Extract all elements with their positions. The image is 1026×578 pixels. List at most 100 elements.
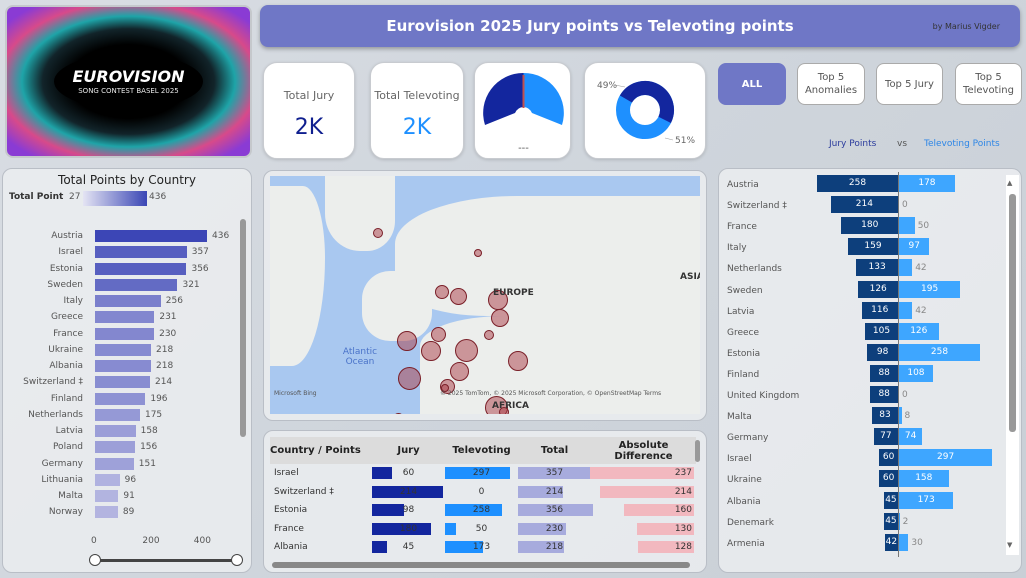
map-bubble[interactable]: [397, 366, 421, 390]
cell-value: 180: [399, 523, 418, 534]
jury-bar[interactable]: 77: [873, 428, 898, 446]
jury-bar[interactable]: 42: [884, 533, 898, 551]
map-bubble[interactable]: [435, 285, 449, 299]
map-bubble[interactable]: [397, 331, 417, 351]
cell-jury: 98: [372, 501, 445, 520]
bar-value: 156: [140, 442, 158, 453]
vertical-scrollbar[interactable]: [240, 219, 246, 437]
televoting-bar[interactable]: 178: [899, 175, 955, 192]
map-bubble[interactable]: [441, 384, 449, 392]
kpi-label: Total Televoting: [374, 89, 460, 102]
bar-italy[interactable]: [95, 295, 161, 307]
map-bubble[interactable]: [484, 330, 494, 340]
televoting-bar[interactable]: [899, 259, 913, 277]
column-header[interactable]: Jury: [372, 437, 445, 464]
range-slider-track[interactable]: [95, 559, 237, 562]
filter-button-top-5-jury[interactable]: Top 5 Jury: [876, 63, 943, 105]
table-row[interactable]: Israel 60 297 357 237: [270, 464, 696, 483]
category-label: Sweden: [727, 285, 763, 296]
range-slider-min-handle[interactable]: [89, 554, 101, 566]
column-header[interactable]: Televoting: [445, 437, 518, 464]
televoting-bar[interactable]: 195: [899, 280, 961, 298]
horizontal-scrollbar[interactable]: [272, 562, 690, 568]
televoting-bar[interactable]: [899, 301, 913, 319]
map-bubble[interactable]: [449, 287, 467, 305]
map-bubble[interactable]: [454, 338, 478, 362]
televoting-bar[interactable]: 173: [899, 491, 954, 509]
map-bubble[interactable]: [499, 407, 509, 414]
jury-bar[interactable]: 88: [870, 364, 898, 382]
jury-bar[interactable]: 159: [848, 238, 898, 256]
jury-bar[interactable]: 83: [871, 407, 898, 425]
bar-germany[interactable]: [95, 457, 134, 470]
table-row[interactable]: Estonia 98 258 356 160: [270, 501, 696, 520]
jury-bar[interactable]: 180: [841, 217, 898, 235]
bar-austria[interactable]: [95, 230, 208, 242]
map-bubble[interactable]: [373, 228, 383, 238]
map-bubble[interactable]: [392, 412, 404, 414]
televoting-bar[interactable]: 74: [899, 428, 923, 446]
vertical-scrollbar-thumb[interactable]: [1009, 194, 1016, 432]
bar-switzerland[interactable]: [95, 376, 150, 389]
televoting-bar[interactable]: [899, 407, 902, 425]
bar-france[interactable]: [95, 327, 155, 340]
map-attribution[interactable]: © 2025 TomTom, © 2025 Microsoft Corporat…: [440, 390, 662, 397]
jury-bar[interactable]: 98: [867, 343, 898, 361]
jury-bar[interactable]: 126: [858, 280, 898, 298]
map-bubble[interactable]: [421, 341, 441, 361]
header-row: Country / Points Jury Televoting Total Absol…: [270, 437, 696, 464]
bar-norway[interactable]: [95, 506, 118, 519]
jury-bar[interactable]: 105: [865, 322, 898, 340]
table-vertical-scrollbar[interactable]: [695, 440, 700, 462]
bar-malta[interactable]: [95, 490, 119, 502]
televoting-bar[interactable]: 108: [899, 364, 933, 382]
column-header[interactable]: Country / Points: [270, 437, 372, 464]
televoting-bar[interactable]: [899, 512, 900, 530]
column-header[interactable]: Total: [518, 437, 591, 464]
map-bubble[interactable]: [508, 351, 528, 371]
column-header[interactable]: Absolute Difference: [591, 437, 696, 464]
bar-estonia[interactable]: [95, 262, 187, 275]
map-bubble[interactable]: [430, 326, 446, 342]
jury-bar[interactable]: 88: [870, 386, 898, 403]
televoting-bar[interactable]: 97: [899, 238, 930, 256]
televoting-bar[interactable]: [899, 533, 909, 551]
range-slider-max-handle[interactable]: [231, 554, 243, 566]
filter-button-top-5-televoting[interactable]: Top 5 Televoting: [955, 63, 1022, 105]
filter-button-all[interactable]: ALL: [718, 63, 786, 105]
bar-lithuania[interactable]: [95, 473, 120, 486]
map-bubble[interactable]: [491, 309, 509, 327]
scroll-down-icon[interactable]: ▼: [1007, 541, 1013, 549]
bar-sweden[interactable]: [95, 278, 178, 291]
bar-israel[interactable]: [95, 246, 187, 259]
televoting-bar[interactable]: [899, 217, 915, 235]
filter-button-top-5-anomalies[interactable]: Top 5 Anomalies: [797, 63, 865, 105]
bar-netherlands[interactable]: [95, 408, 140, 421]
jury-bar[interactable]: 45: [883, 491, 898, 509]
televoting-bar[interactable]: 258: [899, 343, 980, 361]
jury-bar[interactable]: 133: [856, 259, 898, 277]
bar-ukraine[interactable]: [95, 343, 152, 356]
televoting-bar[interactable]: 297: [899, 449, 993, 467]
bar-greece[interactable]: [95, 311, 155, 324]
map-bubble[interactable]: [474, 249, 482, 257]
jury-bar[interactable]: 214: [830, 196, 898, 214]
televoting-bar[interactable]: 126: [899, 322, 939, 340]
televoting-bar[interactable]: 158: [899, 470, 949, 488]
table-row[interactable]: France 180 50 230 130: [270, 520, 696, 539]
bar-latvia[interactable]: [95, 425, 136, 437]
jury-bar[interactable]: 45: [883, 512, 898, 530]
jury-bar[interactable]: 258: [816, 175, 898, 192]
bar-poland[interactable]: [95, 441, 136, 454]
jury-bar[interactable]: 60: [879, 470, 898, 488]
map-bubble[interactable]: [449, 361, 469, 381]
jury-bar[interactable]: 116: [861, 301, 898, 319]
bar-albania[interactable]: [95, 360, 152, 372]
bar-label: France: [53, 328, 83, 339]
jury-bar[interactable]: 60: [879, 449, 898, 467]
bar-finland[interactable]: [95, 392, 146, 405]
scroll-up-icon[interactable]: ▲: [1007, 179, 1013, 187]
table-row[interactable]: Switzerland ‡ 214 0 214 214: [270, 483, 696, 502]
table-row[interactable]: Albania 45 173 218 128: [270, 538, 696, 557]
